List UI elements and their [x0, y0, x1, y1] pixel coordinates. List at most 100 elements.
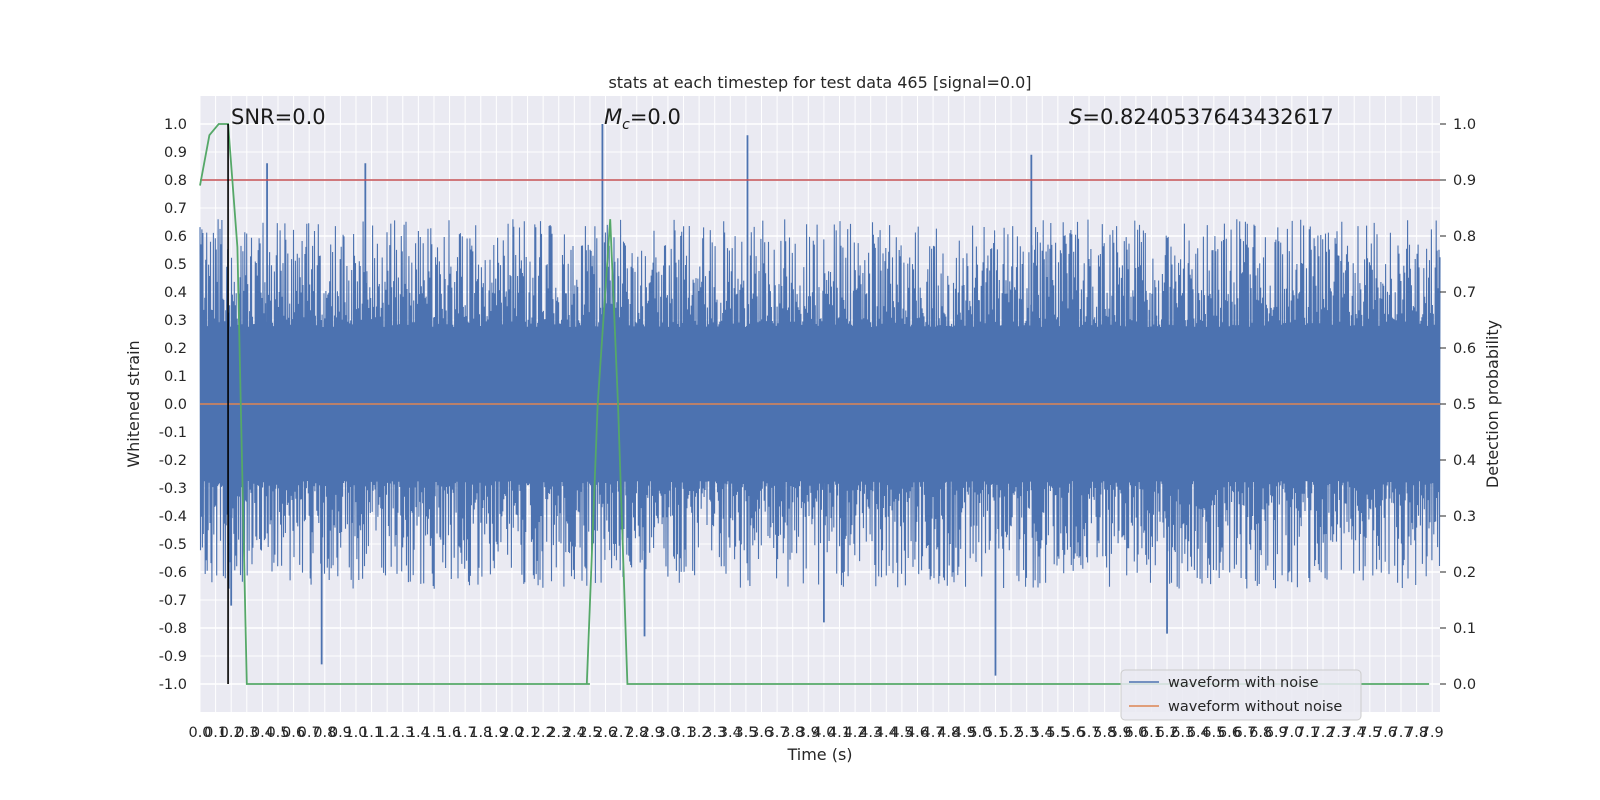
x-tick-label: 5.8 — [1093, 725, 1116, 741]
y-tick-label: -0.3 — [159, 481, 187, 497]
x-tick-label: 3.7 — [766, 725, 789, 741]
x-tick-label: 3.4 — [719, 725, 742, 741]
x-tick-label: 1.0 — [344, 725, 367, 741]
y2-tick-label: 0.5 — [1453, 397, 1476, 413]
x-tick-label: 5.1 — [984, 725, 1007, 741]
y2-tick-label: 0.7 — [1453, 285, 1476, 301]
x-tick-label: 3.6 — [750, 725, 773, 741]
x-tick-label: 4.1 — [828, 725, 851, 741]
y-tick-label: 1.0 — [164, 117, 187, 133]
x-tick-label: 7.1 — [1296, 725, 1319, 741]
x-tick-label: 7.9 — [1421, 725, 1444, 741]
x-tick-label: 3.1 — [672, 725, 695, 741]
x-tick-label: 0.2 — [220, 725, 243, 741]
x-tick-label: 2.9 — [641, 725, 664, 741]
x-tick-label: 1.4 — [407, 725, 430, 741]
x-tick-label: 7.6 — [1374, 725, 1397, 741]
x-tick-label: 6.8 — [1249, 725, 1272, 741]
y2-tick-label: 0.4 — [1453, 453, 1476, 469]
x-tick-label: 1.7 — [454, 725, 477, 741]
y-axis-label: Whitened strain — [124, 340, 143, 467]
x-tick-label: 4.6 — [906, 725, 929, 741]
x-tick-label: 0.0 — [188, 725, 211, 741]
x-tick-label: 3.3 — [703, 725, 726, 741]
y-tick-label: -0.1 — [159, 425, 187, 441]
x-tick-label: 5.0 — [968, 725, 991, 741]
series-waveform-with-noise — [199, 124, 1441, 676]
x-tick-label: 5.9 — [1109, 725, 1132, 741]
x-tick-label: 1.5 — [422, 725, 445, 741]
x-tick-label: 2.7 — [610, 725, 633, 741]
x-tick-label: 4.4 — [875, 725, 898, 741]
x-tick-label: 7.5 — [1358, 725, 1381, 741]
x-tick-label: 5.5 — [1046, 725, 1069, 741]
y-tick-label: 0.2 — [164, 341, 187, 357]
y2-axis-label: Detection probability — [1483, 320, 1502, 488]
y-tick-label: 0.3 — [164, 313, 187, 329]
x-tick-label: 0.6 — [282, 725, 305, 741]
x-tick-label: 0.1 — [204, 725, 227, 741]
y-tick-label: -0.2 — [159, 453, 187, 469]
x-tick-label: 2.6 — [594, 725, 617, 741]
y2-tick-label: 0.6 — [1453, 341, 1476, 357]
x-tick-label: 3.5 — [734, 725, 757, 741]
x-tick-label: 4.2 — [844, 725, 867, 741]
y-tick-label: 0.5 — [164, 257, 187, 273]
x-tick-label: 6.4 — [1187, 725, 1210, 741]
x-tick-label: 2.5 — [578, 725, 601, 741]
y-tick-label: 0.4 — [164, 285, 187, 301]
y-tick-label: -0.7 — [159, 593, 187, 609]
x-tick-label: 5.7 — [1078, 725, 1101, 741]
y2-tick-label: 0.8 — [1453, 229, 1476, 245]
x-tick-label: 7.8 — [1405, 725, 1428, 741]
x-tick-label: 1.2 — [376, 725, 399, 741]
x-tick-label: 2.1 — [516, 725, 539, 741]
x-tick-label: 3.9 — [797, 725, 820, 741]
lines-layer — [199, 123, 1440, 685]
annotation-mc-sub: c — [622, 117, 630, 133]
y2-tick-label: 0.9 — [1453, 173, 1476, 189]
x-tick-label: 4.5 — [890, 725, 913, 741]
x-tick-label: 3.0 — [656, 725, 679, 741]
y2-tick-label: 0.2 — [1453, 565, 1476, 581]
legend: waveform with noise waveform without noi… — [1120, 669, 1362, 721]
y-tick-label: 0.9 — [164, 145, 187, 161]
x-tick-label: 6.6 — [1218, 725, 1241, 741]
annotation-mc: Mc=0.0 — [604, 105, 681, 133]
x-tick-label: 1.9 — [485, 725, 508, 741]
x-tick-label: 0.4 — [251, 725, 274, 741]
x-tick-label: 0.3 — [235, 725, 258, 741]
y-axis-right: 0.0 0.1 0.2 0.3 0.4 0.5 0.6 0.7 0.8 0.9 1.0 — [1440, 117, 1476, 693]
waveform-with-noise-line — [199, 219, 1441, 589]
x-tick-label: 2.3 — [547, 725, 570, 741]
annotation-s: S=0.8240537643432617 — [1069, 105, 1334, 129]
x-tick-label: 6.2 — [1156, 725, 1179, 741]
y-tick-label: 0.6 — [164, 229, 187, 245]
y-tick-label: -0.9 — [159, 649, 187, 665]
x-tick-label: 4.0 — [812, 725, 835, 741]
y-tick-label: 0.0 — [164, 397, 187, 413]
x-tick-label: 7.2 — [1311, 725, 1334, 741]
x-tick-label: 6.3 — [1171, 725, 1194, 741]
x-tick-label: 4.7 — [922, 725, 945, 741]
x-tick-label: 7.0 — [1280, 725, 1303, 741]
y-tick-label: -0.6 — [159, 565, 187, 581]
x-tick-label: 1.1 — [360, 725, 383, 741]
x-tick-label: 5.6 — [1062, 725, 1085, 741]
x-tick-label: 3.8 — [781, 725, 804, 741]
x-tick-label: 4.8 — [937, 725, 960, 741]
annotation-s-value: =0.8240537643432617 — [1082, 105, 1333, 129]
x-tick-label: 7.4 — [1343, 725, 1366, 741]
x-axis: 0.00.10.20.30.40.50.60.70.80.91.01.11.21… — [188, 725, 1443, 741]
x-tick-label: 2.0 — [500, 725, 523, 741]
x-axis-label: Time (s) — [786, 745, 852, 764]
y2-tick-label: 0.0 — [1453, 677, 1476, 693]
y2-tick-label: 0.3 — [1453, 509, 1476, 525]
x-tick-label: 0.5 — [266, 725, 289, 741]
x-tick-label: 0.7 — [298, 725, 321, 741]
y-tick-label: -0.5 — [159, 537, 187, 553]
x-tick-label: 2.4 — [563, 725, 586, 741]
y2-tick-label: 1.0 — [1453, 117, 1476, 133]
annotation-mc-symbol: M — [604, 105, 622, 129]
